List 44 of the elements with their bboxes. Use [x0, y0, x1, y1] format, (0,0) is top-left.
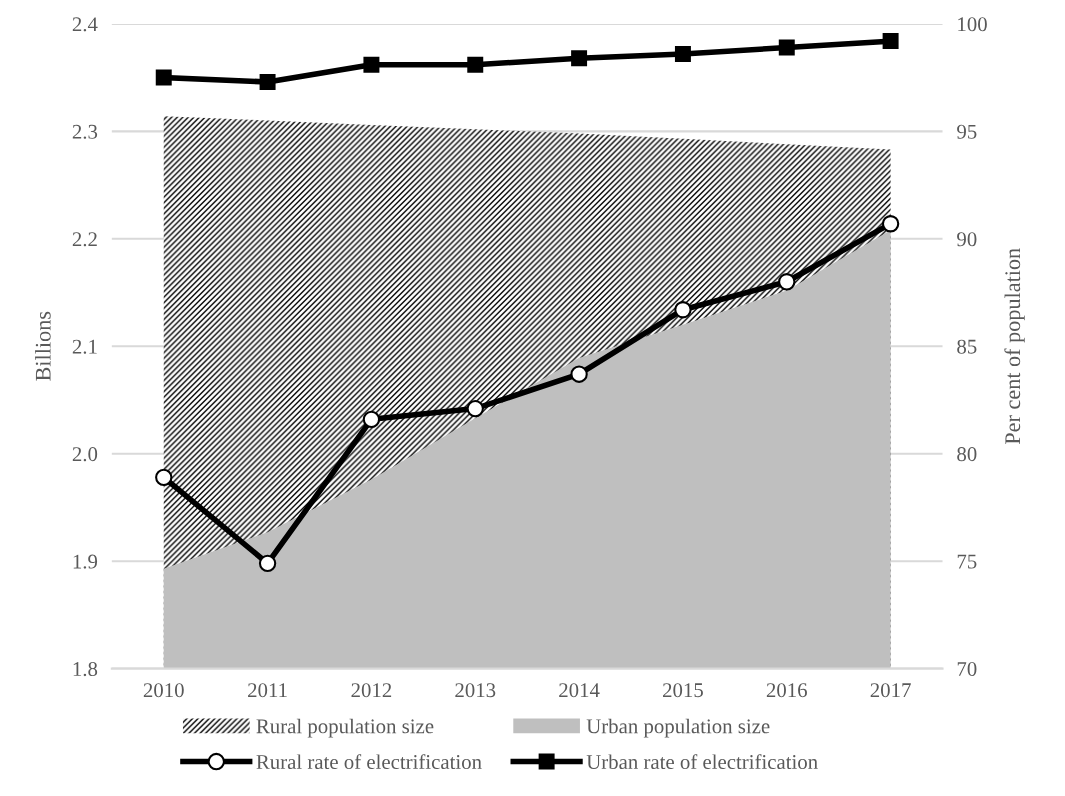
point: [363, 56, 380, 73]
point: [259, 73, 276, 90]
x-tick-label: 2017: [870, 683, 911, 698]
y-tick-label: 2.3: [72, 124, 98, 139]
y2-tick-label: 75: [957, 554, 977, 569]
point: [258, 554, 277, 573]
y2-tick-label: 70: [957, 662, 977, 677]
x-tick-label: 2014: [559, 683, 600, 698]
y2-tick-label: 90: [957, 232, 977, 247]
x-tick-label: 2015: [663, 683, 703, 698]
y-axis-title: Billions: [35, 311, 51, 381]
point: [155, 468, 173, 487]
point: [674, 301, 692, 319]
y-tick-label: 2.2: [72, 232, 97, 247]
point: [467, 56, 484, 73]
point: [155, 69, 172, 86]
point: [882, 33, 899, 50]
legend-label: Rural population size: [256, 718, 434, 738]
legend-label: Rural rate of electrification: [256, 754, 482, 770]
x-tick-label: 2012: [351, 683, 392, 698]
y2-axis-title: Per cent of population: [1004, 248, 1025, 445]
y-tick-label: 1.8: [73, 662, 98, 677]
x-tick-label: 2016: [766, 683, 807, 698]
point: [571, 50, 588, 67]
point: [778, 273, 796, 291]
point: [466, 399, 484, 418]
point: [570, 365, 588, 383]
point: [778, 39, 795, 56]
y2-tick-label: 85: [957, 339, 977, 354]
legend-label: Urban population size: [586, 718, 770, 738]
point: [362, 410, 381, 429]
y-tick-label: 2.1: [72, 339, 97, 354]
x-tick-label: 2010: [143, 683, 184, 698]
y2-tick-label: 100: [958, 17, 987, 32]
y2-tick-label: 95: [957, 124, 977, 139]
x-tick-label: 2013: [455, 683, 496, 698]
y2-tick-label: 80: [957, 447, 977, 462]
y-tick-label: 1.9: [73, 554, 98, 569]
y-tick-label: 2.0: [72, 447, 98, 462]
legend-label: Urban rate of electrification: [586, 754, 818, 770]
point: [881, 215, 900, 233]
y-tick-label: 2.4: [72, 17, 98, 32]
x-tick-label: 2011: [248, 683, 287, 698]
point: [674, 45, 691, 62]
